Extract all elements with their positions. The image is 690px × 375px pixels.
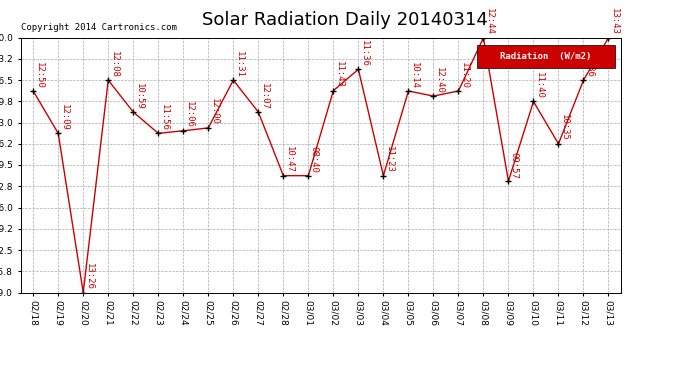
Point [253,109,264,115]
Point [553,141,564,147]
Text: 10:14: 10:14 [410,62,419,88]
Text: 12:06: 12:06 [184,101,193,128]
Text: Radiation  (W/m2): Radiation (W/m2) [500,52,591,61]
Point [103,77,114,83]
Text: 10:59: 10:59 [135,82,144,110]
Point [428,93,439,99]
Text: 12:44: 12:44 [484,8,493,35]
Point [378,172,389,178]
Point [578,77,589,83]
Point [178,128,189,134]
Text: 12:40: 12:40 [435,67,444,93]
Point [78,290,89,296]
Text: Copyright 2014 Cartronics.com: Copyright 2014 Cartronics.com [21,23,177,32]
Point [328,88,339,94]
Point [528,99,539,105]
Text: 09:57: 09:57 [510,152,519,178]
Text: 12:00: 12:00 [210,99,219,125]
Text: 11:43: 11:43 [335,61,344,88]
Point [478,35,489,41]
Point [52,130,63,136]
Point [353,66,364,72]
Text: 12:07: 12:07 [259,82,268,110]
Point [278,172,289,178]
Point [128,109,139,115]
Text: 11:56: 11:56 [159,104,168,131]
Point [152,130,164,136]
Text: 08:40: 08:40 [310,146,319,173]
FancyBboxPatch shape [477,45,615,68]
Point [503,178,514,184]
Text: Solar Radiation Daily 20140314: Solar Radiation Daily 20140314 [202,11,488,29]
Text: 11:40: 11:40 [535,72,544,99]
Text: 12:09: 12:09 [59,104,68,131]
Text: 11:36: 11:36 [584,51,593,78]
Text: 11:20: 11:20 [460,62,469,88]
Text: 11:31: 11:31 [235,51,244,78]
Text: 13:26: 13:26 [84,263,93,290]
Text: 12:50: 12:50 [34,62,43,88]
Text: 12:08: 12:08 [110,51,119,78]
Point [28,88,39,94]
Text: 10:35: 10:35 [560,114,569,141]
Point [303,172,314,178]
Point [403,88,414,94]
Point [453,88,464,94]
Point [603,35,614,41]
Text: 13:43: 13:43 [610,8,619,35]
Text: 10:47: 10:47 [284,146,293,173]
Text: 11:23: 11:23 [384,146,393,173]
Point [228,77,239,83]
Point [203,125,214,131]
Text: 11:36: 11:36 [359,40,368,67]
